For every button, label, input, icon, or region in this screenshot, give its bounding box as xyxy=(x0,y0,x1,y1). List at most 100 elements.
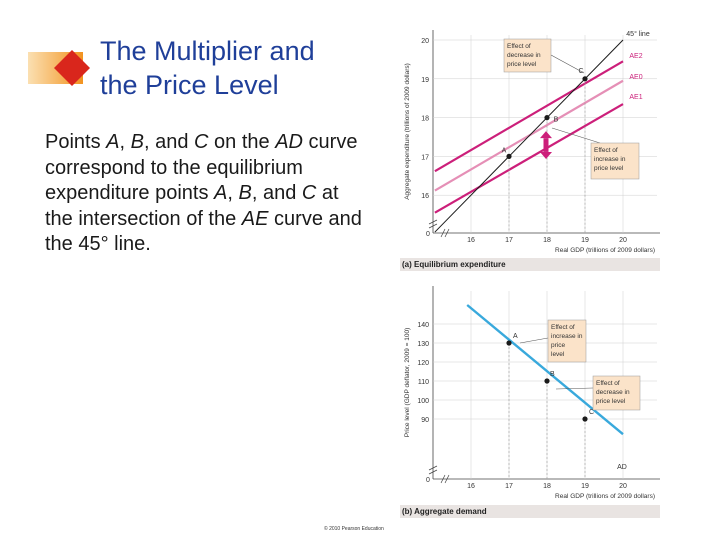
ae-point-label: B xyxy=(554,117,559,124)
body-text-run: on the xyxy=(208,131,276,153)
ae-x-tick-label: 18 xyxy=(543,237,551,244)
body-text-run: A xyxy=(214,182,228,204)
ae-origin-label: 0 xyxy=(426,231,430,238)
ae-point-a xyxy=(506,153,512,159)
line-45-degree xyxy=(434,39,624,233)
ad-x-axis-break xyxy=(440,474,450,484)
ae-x-axis-label: Real GDP (trillions of 2009 dollars) xyxy=(555,247,655,254)
ad-x-axis-label: Real GDP (trillions of 2009 dollars) xyxy=(555,493,655,500)
ae-arrow-down-head xyxy=(540,151,552,159)
ae-point-c xyxy=(582,76,588,82)
body-text-run: C xyxy=(301,182,317,204)
slide-logo xyxy=(28,50,90,86)
body-text-run: curve and the 45° line. xyxy=(45,207,362,256)
ad-y-tick-label: 120 xyxy=(417,360,429,367)
ad-callout-box xyxy=(592,375,641,411)
body-text-run: A xyxy=(106,131,120,153)
panel-b-band xyxy=(400,505,660,518)
ad-y-tick-label: 90 xyxy=(421,417,429,424)
ad-callout-text: increase in xyxy=(551,333,583,340)
ae-y-tick-label: 17 xyxy=(421,154,429,161)
ae-callout-box xyxy=(503,38,552,73)
panel-a-band xyxy=(400,258,660,271)
body-text-run: curve correspond to the equilibrium expe… xyxy=(45,131,358,204)
ae-y-axis-break xyxy=(428,219,438,229)
ad-point-label: A xyxy=(513,333,518,340)
ae-callout-text: Effect of xyxy=(507,43,531,50)
ad-x-tick-label: 17 xyxy=(505,483,513,490)
ae-arrow-down-shaft xyxy=(543,141,549,152)
body-text-run: AD xyxy=(275,131,303,153)
ae0-curve-label: AE0 xyxy=(629,74,642,81)
ad-callout-box xyxy=(547,319,587,363)
ae-callout-leader xyxy=(551,127,601,144)
ad-callout-text: Effect of xyxy=(596,380,620,387)
ad-x-tick-label: 18 xyxy=(543,483,551,490)
body-paragraph: Points A, B, and C on the AD curve corre… xyxy=(45,130,365,258)
body-text-run: , and xyxy=(251,182,302,204)
logo-diamond xyxy=(54,50,90,86)
ad-y-tick-label: 100 xyxy=(417,398,429,405)
ad-y-tick-label: 110 xyxy=(418,379,429,386)
ae-x-tick-label: 19 xyxy=(581,237,589,244)
ad-point-b xyxy=(544,378,550,384)
line-45-degree-label: 45° line xyxy=(626,30,650,38)
ad-callout-text: decrease in xyxy=(596,389,630,396)
body-text-run: , and xyxy=(143,131,195,153)
ae-callout-text: increase in xyxy=(594,156,626,163)
body-text-run: B xyxy=(130,131,144,153)
ad-x-tick-label: 16 xyxy=(467,483,475,490)
ae-x-tick-label: 17 xyxy=(505,237,513,244)
ad-y-tick-label: 140 xyxy=(417,322,429,329)
ae-callout-text: price level xyxy=(594,165,624,172)
ae-y-tick-label: 16 xyxy=(421,193,429,200)
ad-origin-label: 0 xyxy=(426,477,430,484)
panel-a-label: (a) Equilibrium expenditure xyxy=(402,260,506,269)
ad-callout-text: price xyxy=(551,342,565,349)
ad-callout-leader xyxy=(555,387,594,390)
ae-callout-leader xyxy=(550,54,585,74)
body-text-run: Points xyxy=(45,131,107,153)
panel-b-label: (b) Aggregate demand xyxy=(402,507,487,516)
ae1-curve xyxy=(434,103,624,214)
body-text-run: B xyxy=(238,182,252,204)
ae-callout-text: decrease in xyxy=(507,52,541,59)
ae-point-label: A xyxy=(502,147,507,154)
body-text-run: AE xyxy=(241,207,269,230)
ae-y-tick-label: 20 xyxy=(421,38,429,45)
ae-y-tick-label: 19 xyxy=(421,77,429,84)
body-text-run: at the intersection of the xyxy=(45,182,339,230)
ae-x-tick-label: 20 xyxy=(619,237,627,244)
ae-x-axis-break xyxy=(440,228,450,238)
ae2-curve xyxy=(434,60,624,173)
ad-curve-label: AD xyxy=(617,464,627,471)
ae-callout-text: price level xyxy=(507,61,537,68)
ae-arrow-up-head xyxy=(540,131,552,139)
ad-point-a xyxy=(506,340,512,346)
ad-y-axis-label: Price level (GDP deflator, 2009 = 100) xyxy=(404,328,411,438)
ae-y-axis-label: Aggregate expenditure (trillions of 2009… xyxy=(404,63,411,200)
ae-y-tick-label: 18 xyxy=(421,116,429,123)
ad-callout-text: price level xyxy=(596,398,626,405)
ad-callout-text: level xyxy=(551,351,565,358)
body-text-run: , xyxy=(227,182,239,204)
ae1-curve-label: AE1 xyxy=(629,94,642,101)
ad-callout-text: Effect of xyxy=(551,324,575,331)
ad-point-label: B xyxy=(550,371,555,378)
ae-callout-box xyxy=(590,142,640,180)
ae-x-tick-label: 16 xyxy=(467,237,475,244)
ad-y-axis-break xyxy=(428,465,438,475)
ae2-curve-label: AE2 xyxy=(629,53,642,60)
title-line-2: the Price Level xyxy=(100,70,279,100)
body-text-run: C xyxy=(194,131,209,153)
ae-point-b xyxy=(544,115,550,121)
slide-title: The Multiplier and the Price Level xyxy=(100,34,390,102)
ad-curve xyxy=(466,304,624,436)
title-line-1: The Multiplier and xyxy=(100,36,315,66)
copyright-note: © 2010 Pearson Education xyxy=(324,526,384,532)
ad-point-c xyxy=(582,416,588,422)
ad-callout-leader xyxy=(519,337,549,344)
ad-y-tick-label: 130 xyxy=(417,341,429,348)
ad-point-label: C xyxy=(589,409,594,416)
